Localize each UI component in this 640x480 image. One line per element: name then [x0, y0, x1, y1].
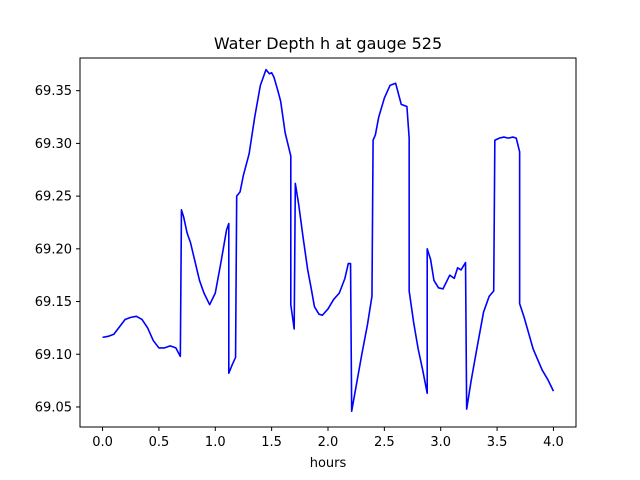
y-tick-label: 69.30: [35, 137, 72, 152]
y-tick-label: 69.25: [35, 190, 72, 205]
x-tick-label: 4.0: [543, 435, 564, 450]
x-tick-label: 1.5: [261, 435, 282, 450]
x-tick-label: 2.5: [374, 435, 395, 450]
axes-frame: [79, 57, 577, 428]
x-tick-label: 3.0: [430, 435, 451, 450]
x-tick-label: 0.0: [92, 435, 113, 450]
x-tick-label: 1.0: [205, 435, 226, 450]
plot-area: [102, 68, 555, 412]
y-tick-label: 69.10: [35, 348, 72, 363]
series-line-0: [102, 68, 555, 412]
x-tick-label: 2.0: [318, 435, 339, 450]
x-axis-label: hours: [310, 456, 347, 471]
y-tick-label: 69.35: [35, 84, 72, 99]
x-tick-label: 3.5: [487, 435, 508, 450]
x-tick-label: 0.5: [149, 435, 170, 450]
y-tick-label: 69.15: [35, 295, 72, 310]
y-axis: 69.05 69.10 69.15 69.20 69.25 69.30 69.35: [35, 84, 80, 415]
y-tick-label: 69.05: [35, 400, 72, 415]
y-tick-label: 69.20: [35, 242, 72, 257]
chart-title: Water Depth h at gauge 525: [214, 34, 442, 53]
x-axis: 0.0 0.5 1.0 1.5 2.0 2.5 3.0 3.5 4.0: [92, 427, 564, 450]
